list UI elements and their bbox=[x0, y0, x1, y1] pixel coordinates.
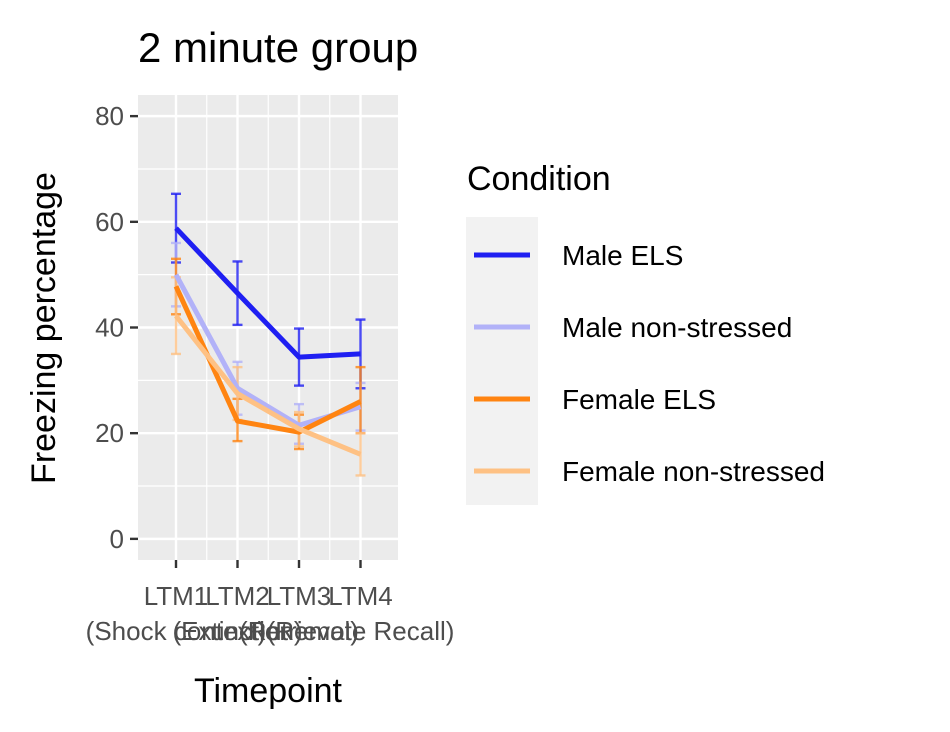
x-tick-label: LTM1 bbox=[144, 581, 209, 611]
series-line-female-non-stressed bbox=[174, 314, 362, 457]
legend-label-male-non-stressed: Male non-stressed bbox=[562, 312, 792, 343]
chart-title: 2 minute group bbox=[138, 24, 418, 71]
y-tick-label: 60 bbox=[95, 207, 124, 237]
y-axis: 0 20 40 60 80 bbox=[95, 101, 138, 554]
y-tick-label: 0 bbox=[110, 524, 124, 554]
legend: Male ELS Male non-stressed Female ELS Femal… bbox=[474, 240, 825, 487]
series-line-male-els bbox=[174, 226, 361, 360]
x-axis: LTM1 (Shock context) LTM2 (Extinction) LTM3 (… bbox=[86, 560, 455, 646]
legend-label-male-els: Male ELS bbox=[562, 240, 683, 271]
x-axis-title: Timepoint bbox=[194, 672, 343, 710]
x-tick-label-sub: (Remote Recall) bbox=[267, 616, 455, 646]
x-tick-label-sub: (Extinction) bbox=[172, 616, 302, 646]
x-tick-label: LTM4 bbox=[328, 581, 393, 611]
x-tick-label-sub: (Shock context) bbox=[86, 616, 267, 646]
error-bars bbox=[171, 192, 366, 477]
x-tick-label: LTM2 bbox=[205, 581, 270, 611]
legend-key-background bbox=[466, 217, 538, 505]
y-tick-label: 20 bbox=[95, 418, 124, 448]
y-axis-title: Freezing percentage bbox=[25, 172, 63, 484]
x-tick-label-sub: (Retrieval) bbox=[239, 616, 359, 646]
series-lines bbox=[173, 226, 362, 457]
legend-title: Condition bbox=[467, 160, 611, 198]
legend-label-female-els: Female ELS bbox=[562, 384, 716, 415]
y-tick-label: 40 bbox=[95, 313, 124, 343]
legend-label-female-non-stressed: Female non-stressed bbox=[562, 456, 825, 487]
x-tick-label: LTM3 bbox=[267, 581, 332, 611]
y-tick-label: 80 bbox=[95, 101, 124, 131]
